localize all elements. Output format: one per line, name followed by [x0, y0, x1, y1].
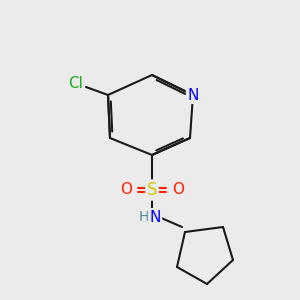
Text: O: O: [172, 182, 184, 197]
Text: Cl: Cl: [69, 76, 83, 91]
Text: N: N: [149, 209, 161, 224]
Text: S: S: [147, 181, 157, 199]
Text: O: O: [120, 182, 132, 197]
Text: N: N: [187, 88, 199, 103]
Text: H: H: [139, 210, 149, 224]
